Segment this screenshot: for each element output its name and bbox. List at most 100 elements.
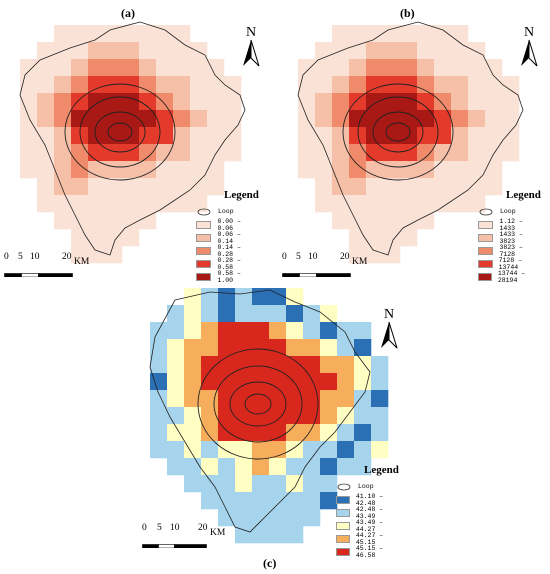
- raster-cell: [218, 424, 236, 442]
- raster-cell: [303, 441, 321, 459]
- raster-cell: [190, 110, 208, 128]
- legend-swatch: [196, 233, 212, 242]
- raster-cell: [315, 127, 333, 145]
- raster-cell: [383, 127, 401, 145]
- raster-cell: [173, 25, 191, 43]
- raster-cell: [315, 59, 333, 77]
- svg-text:N: N: [246, 25, 256, 40]
- raster-cell: [190, 127, 208, 145]
- raster-cell: [184, 322, 202, 340]
- raster-cell: [320, 475, 338, 493]
- raster-cell: [88, 25, 106, 43]
- scale-bar-c: 0 5 10 20 KM: [142, 523, 225, 553]
- raster-cell: [71, 25, 89, 43]
- raster-cell: [235, 305, 253, 323]
- raster-cell: [434, 59, 452, 77]
- raster-cell: [207, 110, 225, 128]
- raster-cell: [235, 407, 253, 425]
- raster-cell: [468, 76, 486, 94]
- raster-cell: [184, 356, 202, 374]
- scale-bar-graphic: [4, 273, 73, 278]
- raster-cell: [218, 356, 236, 374]
- raster-cell: [156, 178, 174, 196]
- raster-cell: [150, 407, 168, 425]
- raster-cell: [468, 161, 486, 179]
- raster-cell: [88, 195, 106, 213]
- raster-cell: [434, 144, 452, 162]
- north-arrow-icon: N: [243, 25, 260, 67]
- raster-cell: [139, 144, 157, 162]
- raster-cell: [371, 441, 389, 459]
- raster-cell: [139, 59, 157, 77]
- raster-cell: [88, 178, 106, 196]
- raster-cell: [298, 161, 316, 179]
- raster-cell: [269, 356, 287, 374]
- raster-cell: [252, 407, 270, 425]
- raster-cell: [235, 424, 253, 442]
- raster-cell: [468, 127, 486, 145]
- raster-cell: [298, 110, 316, 128]
- scale-tick: 10: [170, 523, 180, 533]
- raster-cell: [383, 195, 401, 213]
- raster-cell: [173, 161, 191, 179]
- raster-cell: [150, 424, 168, 442]
- legend-label: 41.10 – 42.48: [355, 492, 384, 507]
- raster-cell: [320, 373, 338, 391]
- loop-road: [64, 83, 176, 181]
- legend-item: 41.10 – 42.48: [336, 492, 399, 507]
- raster-cell: [269, 441, 287, 459]
- scale-unit: KM: [352, 257, 368, 267]
- raster-cell: [54, 127, 72, 145]
- raster-cell: [139, 42, 157, 60]
- legend-item: 0.28 – 0.58: [196, 257, 259, 271]
- raster-cell: [286, 424, 304, 442]
- raster-cell: [451, 93, 469, 111]
- raster-cell: [105, 42, 123, 60]
- raster-cell: [167, 373, 185, 391]
- raster-cell: [173, 93, 191, 111]
- raster-cell: [54, 161, 72, 179]
- legend-item: 1.12 – 1433: [478, 218, 541, 232]
- raster-cell: [122, 229, 140, 247]
- raster-cell: [434, 110, 452, 128]
- raster-cell: [235, 492, 253, 510]
- raster-cell: [224, 110, 242, 128]
- raster-cell: [167, 305, 185, 323]
- raster-cell: [286, 288, 304, 306]
- legend-loop-row: Loop: [196, 205, 259, 218]
- raster-cell: [105, 161, 123, 179]
- raster-cell: [349, 93, 367, 111]
- scale-tick: 10: [30, 252, 40, 262]
- raster-cell: [173, 76, 191, 94]
- north-arrow-icon: N: [381, 307, 398, 349]
- raster-cell: [485, 178, 503, 196]
- raster-cell: [37, 127, 55, 145]
- scale-tick: 5: [296, 252, 301, 262]
- legend-label: 1433 – 3823: [499, 230, 523, 245]
- raster-cell: [286, 373, 304, 391]
- raster-cell: [332, 76, 350, 94]
- raster-cell: [417, 212, 435, 230]
- raster-cell: [201, 305, 219, 323]
- raster-cell: [354, 407, 372, 425]
- raster-cell: [207, 59, 225, 77]
- north-arrow-a: N: [237, 22, 265, 77]
- legend-swatch: [336, 495, 350, 504]
- raster-cell: [349, 25, 367, 43]
- raster-cell: [468, 144, 486, 162]
- raster-cell: [173, 178, 191, 196]
- scale-tick: 0: [142, 523, 147, 533]
- legend-label: 0.06 – 0.14: [217, 230, 241, 245]
- raster-cell: [451, 25, 469, 43]
- raster-cell: [417, 144, 435, 162]
- raster-cell: [337, 356, 355, 374]
- raster-cell: [337, 407, 355, 425]
- raster-cell: [332, 178, 350, 196]
- raster-cell: [320, 339, 338, 357]
- raster-cell: [303, 424, 321, 442]
- raster-cell: [502, 144, 520, 162]
- raster-cell: [139, 76, 157, 94]
- scale-unit: KM: [74, 257, 90, 267]
- raster-cell: [122, 110, 140, 128]
- raster-cell: [122, 212, 140, 230]
